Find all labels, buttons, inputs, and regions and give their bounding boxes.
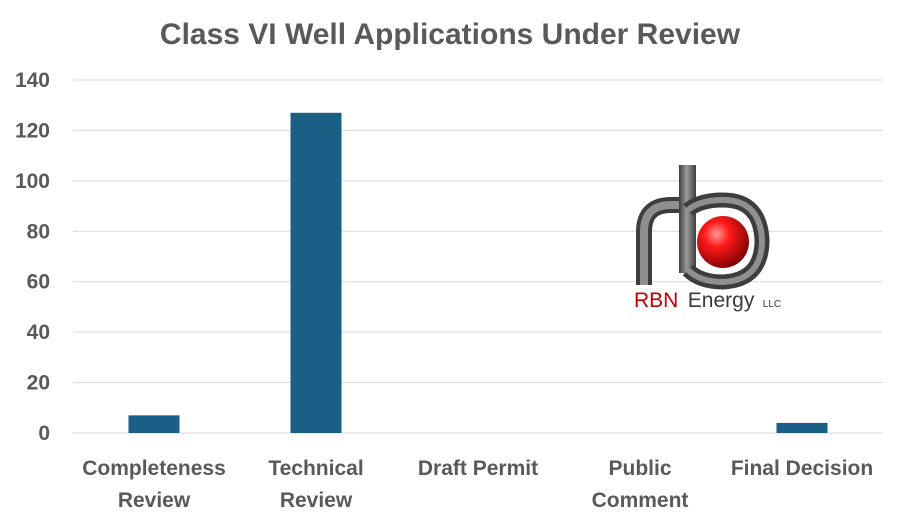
x-tick-label-line: Public	[608, 457, 671, 480]
logo-suffix: LLC	[763, 299, 781, 310]
y-tick-label: 0	[38, 422, 50, 445]
x-tick-label: Final Decision	[731, 457, 873, 480]
x-tick-label-line: Final Decision	[731, 457, 873, 480]
bar	[290, 112, 342, 434]
x-tick-label-line: Comment	[592, 489, 689, 512]
y-tick-label: 20	[27, 372, 50, 395]
x-tick-label-line: Review	[118, 489, 191, 512]
x-tick-label-line: Review	[280, 489, 353, 512]
gridlines	[73, 79, 883, 434]
svg-text:RBN Energy LLC: RBN Energy LLC	[634, 289, 781, 312]
rbn-logo: RBN Energy LLC	[634, 165, 781, 312]
y-tick-label: 40	[27, 321, 50, 344]
bar	[128, 415, 180, 433]
bar	[776, 422, 828, 433]
bars	[128, 112, 828, 434]
logo-brand-dark: Energy	[688, 289, 755, 312]
x-tick-label: Public Comment	[592, 457, 689, 512]
chart-title: Class VI Well Applications Under Review	[160, 18, 741, 51]
logo-brand-red: RBN	[634, 289, 678, 312]
x-tick-label-line: Draft Permit	[418, 457, 538, 480]
y-tick-label: 140	[15, 69, 50, 92]
y-tick-label: 100	[15, 170, 50, 193]
x-axis-ticks: Completeness Review Technical Review Draft P…	[82, 457, 873, 512]
y-axis-ticks: 0 20 40 60 80 100 120 140	[15, 69, 50, 445]
x-tick-label: Draft Permit	[418, 457, 538, 480]
x-tick-label-line: Completeness	[82, 457, 226, 480]
x-tick-label: Technical Review	[268, 457, 363, 512]
y-tick-label: 120	[15, 119, 50, 142]
y-tick-label: 60	[27, 271, 50, 294]
x-tick-label: Completeness Review	[82, 457, 226, 512]
x-tick-label-line: Technical	[268, 457, 363, 480]
y-tick-label: 80	[27, 220, 50, 243]
rbn-pipe-logo-icon	[636, 165, 770, 290]
